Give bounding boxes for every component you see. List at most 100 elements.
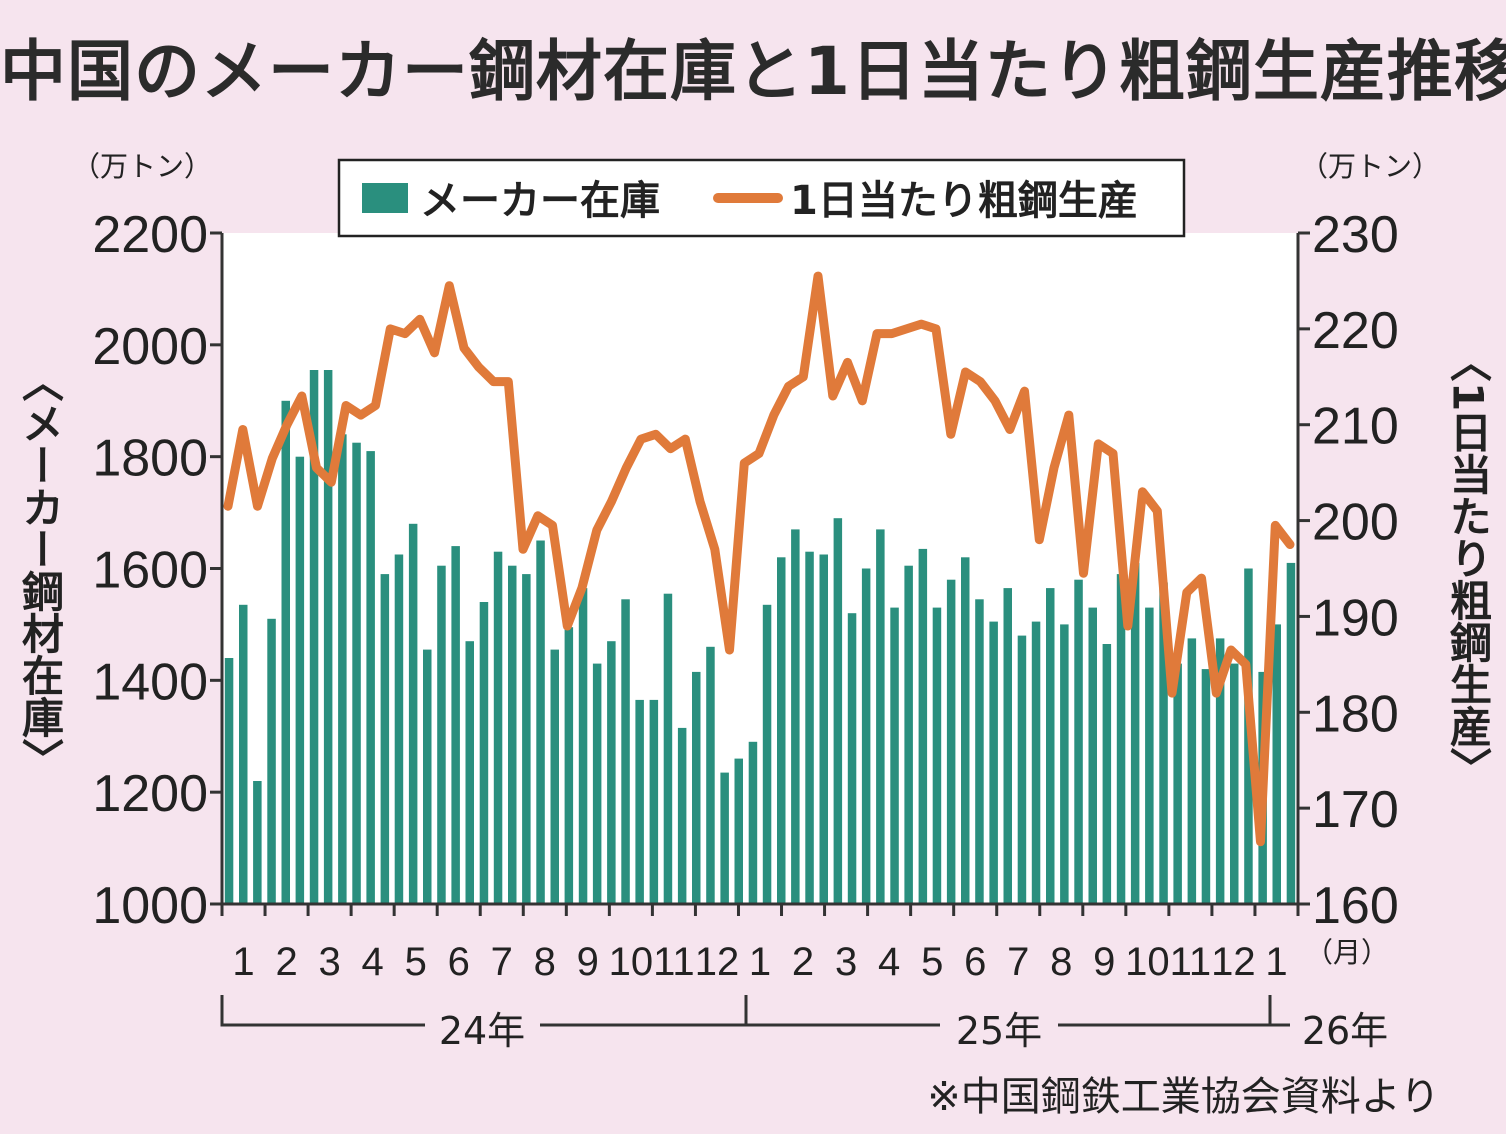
chart-title: 中国のメーカー鋼材在庫と1日当たり粗鋼生産推移 bbox=[0, 33, 1506, 110]
left-tick-label: 1200 bbox=[92, 765, 208, 823]
inventory-bar bbox=[1173, 663, 1182, 904]
inventory-bar bbox=[607, 641, 616, 904]
inventory-bar bbox=[352, 442, 361, 904]
month-label: 11 bbox=[1170, 940, 1212, 984]
inventory-bar bbox=[451, 546, 460, 904]
inventory-bar bbox=[479, 602, 489, 904]
inventory-bar bbox=[423, 649, 432, 904]
inventory-bar bbox=[777, 557, 786, 904]
year-label-26: 26年 bbox=[1302, 1009, 1388, 1053]
inventory-bar bbox=[621, 599, 630, 904]
inventory-bar bbox=[1130, 562, 1140, 904]
month-label: 2 bbox=[275, 940, 297, 984]
right-tick-label: 210 bbox=[1312, 398, 1399, 456]
month-label: 9 bbox=[577, 940, 599, 984]
inventory-bar bbox=[663, 593, 673, 904]
inventory-bar bbox=[564, 627, 574, 904]
month-label: 4 bbox=[878, 940, 900, 984]
month-label: 12 bbox=[695, 940, 740, 984]
inventory-bar bbox=[918, 548, 928, 904]
inventory-bar bbox=[692, 671, 701, 904]
inventory-bar bbox=[323, 370, 333, 904]
year-bracket bbox=[220, 995, 425, 1027]
inventory-bar bbox=[437, 565, 446, 904]
inventory-bar bbox=[1116, 574, 1126, 904]
inventory-bar bbox=[677, 727, 687, 904]
inventory-bar bbox=[1017, 635, 1027, 904]
month-label: 3 bbox=[835, 940, 857, 984]
month-label: 1 bbox=[232, 940, 254, 984]
inventory-bar bbox=[876, 529, 885, 904]
inventory-bar bbox=[493, 551, 503, 904]
right-tick-label: 170 bbox=[1312, 781, 1399, 839]
month-label: 6 bbox=[448, 940, 470, 984]
month-label: 5 bbox=[921, 940, 943, 984]
inventory-bar bbox=[1201, 669, 1211, 904]
left-tick-label: 2000 bbox=[92, 318, 208, 376]
inventory-bar bbox=[1272, 624, 1281, 904]
inventory-bar bbox=[649, 699, 659, 904]
inventory-bar bbox=[1230, 663, 1239, 904]
legend-bar-swatch bbox=[362, 183, 408, 213]
inventory-bar bbox=[253, 781, 262, 904]
month-label: 1 bbox=[749, 940, 771, 984]
right-tick-label: 220 bbox=[1312, 302, 1399, 360]
inventory-bar bbox=[1159, 582, 1168, 904]
inventory-bar bbox=[989, 621, 998, 904]
month-label: 5 bbox=[405, 940, 427, 984]
legend-bar-label: メーカー在庫 bbox=[420, 178, 660, 224]
inventory-bar bbox=[791, 529, 800, 904]
month-label: 6 bbox=[964, 940, 986, 984]
month-label: 8 bbox=[1050, 940, 1072, 984]
inventory-bar bbox=[267, 618, 276, 904]
year-label-25: 25年 bbox=[956, 1009, 1042, 1053]
month-label: 7 bbox=[1007, 940, 1029, 984]
inventory-bar bbox=[1088, 607, 1097, 904]
inventory-bar bbox=[239, 604, 248, 904]
right-unit: （万トン） bbox=[1300, 150, 1440, 183]
month-label: 10 bbox=[609, 940, 654, 984]
month-label: 9 bbox=[1093, 940, 1115, 984]
inventory-bar bbox=[338, 434, 347, 904]
inventory-bar bbox=[904, 565, 913, 904]
inventory-bar bbox=[833, 518, 843, 904]
left-unit: （万トン） bbox=[72, 150, 212, 183]
source-note: ※中国鋼鉄工業協会資料より bbox=[927, 1074, 1440, 1120]
bar-series bbox=[224, 370, 1296, 905]
right-tick-label: 230 bbox=[1312, 206, 1399, 264]
inventory-bar bbox=[1074, 579, 1083, 904]
inventory-bar bbox=[224, 658, 234, 904]
right-tick-label: 200 bbox=[1312, 494, 1399, 552]
inventory-bar bbox=[1187, 638, 1197, 904]
month-unit: （月） bbox=[1305, 936, 1389, 969]
inventory-bar bbox=[366, 451, 375, 904]
inventory-bar bbox=[946, 579, 956, 904]
month-label: 2 bbox=[792, 940, 814, 984]
inventory-bar bbox=[592, 663, 602, 904]
inventory-bar bbox=[1215, 638, 1225, 904]
inventory-bar bbox=[720, 772, 729, 904]
month-label: 3 bbox=[318, 940, 340, 984]
inventory-bar bbox=[295, 456, 305, 904]
inventory-bar bbox=[380, 574, 390, 904]
inventory-bar bbox=[819, 554, 828, 904]
year-label-24: 24年 bbox=[439, 1009, 525, 1053]
line-series bbox=[223, 271, 1295, 847]
left-tick-label: 1400 bbox=[92, 653, 208, 711]
inventory-bar bbox=[734, 758, 743, 904]
inventory-bar bbox=[635, 699, 644, 904]
inventory-bar bbox=[861, 568, 871, 904]
month-label: 8 bbox=[534, 940, 556, 984]
inventory-bar bbox=[522, 574, 531, 904]
inventory-bar bbox=[465, 641, 474, 904]
year-axis: 24年 25年 26年 bbox=[220, 995, 1388, 1053]
inventory-bar bbox=[536, 540, 545, 904]
legend-line-label: 1日当たり粗鋼生産 bbox=[790, 178, 1138, 224]
inventory-bar bbox=[1060, 624, 1069, 904]
inventory-bar bbox=[932, 607, 942, 904]
left-tick-label: 1800 bbox=[92, 430, 208, 488]
inventory-bar bbox=[309, 370, 319, 904]
inventory-bar bbox=[281, 400, 290, 905]
inventory-bar bbox=[748, 741, 758, 904]
